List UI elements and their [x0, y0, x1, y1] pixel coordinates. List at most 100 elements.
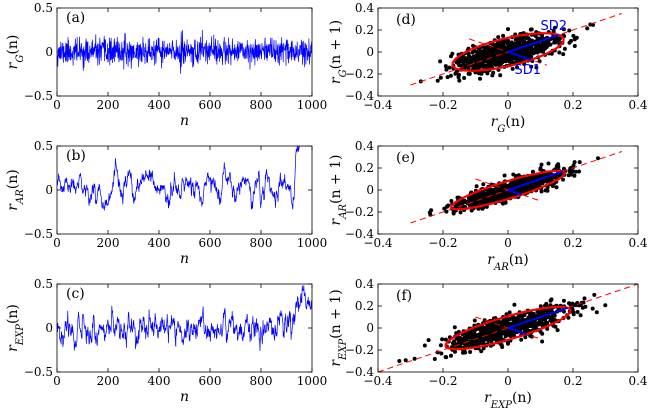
- scatter-point: [483, 200, 488, 204]
- series-line: [57, 146, 312, 211]
- scatter-point: [467, 55, 472, 59]
- scatter-point: [496, 194, 501, 199]
- scatter-point: [571, 33, 576, 38]
- scatter-point: [498, 321, 502, 326]
- scatter-point: [499, 60, 504, 65]
- scatter-point: [485, 64, 490, 69]
- scatter-point: [439, 351, 444, 356]
- scatter-points: [427, 156, 600, 217]
- scatter-point: [520, 317, 525, 322]
- x-tick-label: −0.4: [363, 98, 393, 112]
- scatter-point: [462, 335, 467, 340]
- scatter-point: [512, 302, 517, 307]
- scatter-point: [485, 59, 490, 64]
- scatter-point: [484, 335, 489, 340]
- y-tick-label: 0.4: [355, 277, 374, 291]
- scatter-point: [478, 195, 483, 200]
- scatter-point: [583, 304, 588, 309]
- scatter-point: [500, 44, 505, 49]
- scatter-point: [397, 359, 402, 363]
- y-axis-label: rAR(n + 1): [328, 155, 349, 226]
- scatter-point: [438, 75, 443, 80]
- sd2-label: SD2: [541, 19, 568, 34]
- x-tick-label: 0.4: [628, 236, 647, 250]
- scatter-point: [445, 75, 450, 80]
- scatter-point: [569, 165, 574, 170]
- scatter-point: [469, 60, 474, 65]
- scatter-point: [557, 50, 562, 55]
- x-tick-label: −0.4: [363, 236, 393, 250]
- scatter-point: [462, 76, 467, 80]
- scatter-point: [549, 51, 554, 56]
- plot-frame: [56, 145, 313, 235]
- scatter-point: [491, 329, 496, 334]
- y-tick-label: −0.2: [345, 343, 374, 357]
- scatter-point: [523, 335, 528, 340]
- scatter-point: [545, 42, 550, 47]
- scatter-point: [534, 65, 539, 70]
- scatter-point: [479, 349, 484, 354]
- scatter-point: [449, 199, 454, 203]
- y-tick-label: 0.5: [34, 1, 53, 15]
- scatter-point: [529, 54, 534, 59]
- y-tick-label: 0: [45, 183, 53, 197]
- y-tick-label: 0: [45, 45, 53, 59]
- x-tick-label: 0.2: [563, 236, 582, 250]
- scatter-point: [529, 334, 534, 339]
- scatter-point: [543, 320, 548, 325]
- scatter-point: [493, 59, 497, 64]
- scatter-point: [522, 188, 527, 193]
- scatter-point: [459, 340, 464, 345]
- scatter-point: [520, 38, 525, 42]
- x-axis-label: n: [180, 389, 189, 405]
- y-tick-label: 0.5: [34, 277, 53, 291]
- scatter-point: [491, 198, 495, 203]
- sd1-axis: [507, 51, 532, 61]
- scatter-point: [478, 64, 483, 69]
- x-tick-label: 0: [504, 236, 512, 250]
- panel-label: (a): [66, 10, 85, 26]
- scatter-point: [479, 334, 484, 339]
- scatter-point: [481, 346, 486, 351]
- y-axis-label: rAR(n): [5, 169, 26, 210]
- scatter-point: [548, 308, 553, 313]
- panel-c-time-series-exp: 0 200 400 600 800 1000−0.500.5(c)rEXP(n)n: [5, 277, 327, 405]
- y-tick-label: −0.4: [345, 89, 375, 103]
- scatter-point: [472, 199, 476, 204]
- x-tick-label: 400: [148, 98, 171, 112]
- y-axis-label: rG(n + 1): [328, 20, 349, 84]
- scatter-point: [570, 169, 575, 174]
- scatter-point: [511, 331, 516, 336]
- scatter-point: [493, 324, 498, 329]
- scatter-point: [524, 48, 528, 53]
- x-tick-label: 200: [97, 236, 120, 250]
- sd1-label: SD1: [515, 63, 542, 78]
- scatter-point: [504, 319, 509, 324]
- y-axis-label: rEXP(n): [5, 304, 26, 352]
- plot-frame: [56, 7, 313, 97]
- panel-e-poincare-ar: −0.4 −0.2 0 0.2 0.4 −0.4 −0.2 0 0.2 0.4 (e) rAR(n +…: [328, 139, 648, 273]
- scatter-point: [526, 315, 531, 320]
- scatter-point: [478, 76, 482, 81]
- scatter-point: [539, 189, 544, 194]
- scatter-point: [571, 312, 576, 317]
- plot-frame: [377, 7, 639, 97]
- sd2-axis: [507, 306, 569, 329]
- panel-label: (b): [66, 148, 86, 164]
- scatter-point: [573, 303, 578, 308]
- scatter-point: [506, 27, 510, 32]
- y-tick-label: −0.2: [345, 205, 374, 219]
- scatter-point: [517, 38, 522, 43]
- y-tick-label: 0.2: [355, 23, 374, 37]
- scatter-point: [432, 357, 437, 361]
- scatter-point: [468, 350, 473, 354]
- scatter-point: [538, 329, 543, 334]
- scatter-point: [577, 160, 582, 165]
- scatter-point: [444, 355, 449, 360]
- scatter-point: [543, 188, 548, 193]
- panel-a-time-series-gaussian: 0 200 400 600 800 1000−0.500.5(a)rG(n)n: [5, 1, 327, 129]
- scatter-point: [529, 311, 534, 316]
- scatter-point: [541, 49, 546, 54]
- scatter-point: [545, 326, 550, 331]
- sd1-axis: [507, 189, 523, 196]
